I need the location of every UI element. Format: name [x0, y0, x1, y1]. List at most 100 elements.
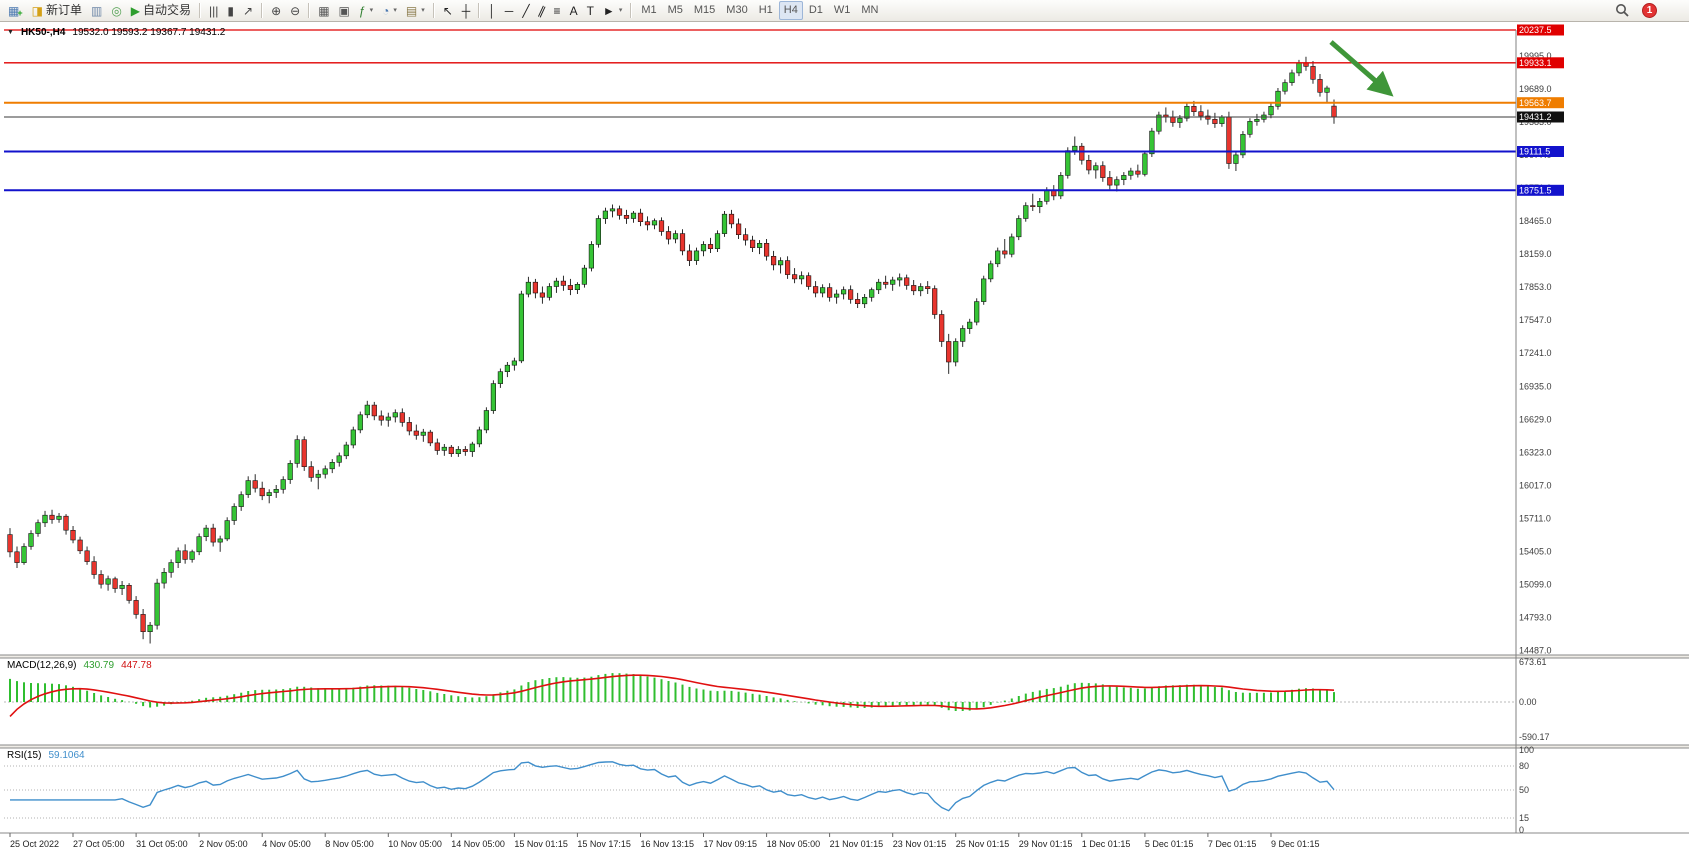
candle-body	[119, 584, 125, 589]
shapes-button[interactable]: ► ▾	[599, 1, 626, 20]
candlestick-chart-button[interactable]: ▮	[223, 2, 238, 20]
timeframe-h1-button[interactable]: H1	[754, 1, 778, 20]
horizontal-line-icon: ─	[504, 3, 514, 18]
candle-body	[819, 287, 826, 294]
candle-body	[672, 233, 679, 240]
panel-splitter[interactable]	[0, 745, 1689, 748]
candle-body	[1002, 250, 1008, 255]
templates-button[interactable]: ▤ ▾	[402, 1, 429, 20]
candle-body	[777, 260, 784, 266]
candle-body	[245, 480, 251, 495]
candle-body	[294, 439, 300, 464]
bar-chart-button[interactable]: |||	[205, 2, 222, 20]
candle-body	[364, 404, 370, 416]
line-chart-button[interactable]: ↗	[239, 2, 257, 20]
cursor-button[interactable]: ↖	[439, 2, 457, 20]
candle-body	[406, 422, 412, 432]
rsi-axis-label: 15	[1519, 813, 1529, 823]
candle-body	[1191, 106, 1197, 113]
toolbar-separator	[308, 3, 311, 18]
arrange-windows-button[interactable]: ▣	[335, 2, 354, 20]
rsi-value: 59.1064	[48, 750, 85, 761]
candle-body	[904, 277, 910, 286]
timeframe-m30-button[interactable]: M30	[721, 1, 752, 20]
zoom-in-button[interactable]: ⊕	[267, 2, 285, 20]
timeframe-m15-label: M15	[693, 4, 716, 16]
price-level-label	[1517, 97, 1564, 109]
candle-body	[161, 571, 167, 584]
crosshair-button[interactable]: ┼	[458, 2, 475, 20]
text-label-button[interactable]: T	[583, 2, 598, 20]
indicators-icon: ƒ	[358, 3, 366, 18]
horizontal-line-button[interactable]: ─	[501, 2, 518, 20]
rsi-axis-label: 80	[1519, 761, 1529, 771]
new-order-label: 新订单	[45, 3, 82, 17]
timeframe-w1-label: W1	[833, 4, 851, 16]
notification-badge[interactable]: 1	[1642, 3, 1657, 18]
new-chart-button[interactable]: ▦ +	[4, 0, 27, 23]
timeframe-mn-button[interactable]: MN	[856, 1, 883, 20]
candle-body	[1051, 190, 1057, 197]
auto-trading-button[interactable]: ▶ 自动交易	[127, 1, 195, 20]
price-level-label-text: 19111.5	[1519, 147, 1550, 157]
timeframe-m1-button[interactable]: M1	[636, 1, 661, 20]
fibonacci-button[interactable]: ≡	[550, 2, 565, 20]
time-axis-label: 5 Dec 01:15	[1145, 839, 1194, 849]
candle-body	[448, 446, 454, 455]
macd-signal-line	[9, 674, 1335, 717]
candle-body	[308, 466, 314, 478]
macd-value-signal: 447.78	[121, 660, 152, 671]
candle-body	[287, 463, 293, 480]
candle-body	[35, 522, 41, 534]
collapse-icon[interactable]: ▼	[7, 29, 14, 36]
search-icon[interactable]	[1615, 3, 1630, 18]
candle-body	[939, 314, 945, 342]
auto-trading-label: 自动交易	[143, 3, 192, 17]
price-level-label	[1517, 24, 1564, 36]
timeframe-h4-button[interactable]: H4	[778, 1, 803, 20]
price-axis-label: 17853.0	[1519, 282, 1552, 292]
panel-splitter[interactable]	[0, 655, 1689, 658]
candle-body	[133, 600, 139, 615]
candle-body	[266, 492, 272, 497]
timeframe-m5-button[interactable]: M5	[663, 1, 688, 20]
vertical-line-button[interactable]: │	[484, 2, 500, 20]
tile-windows-button[interactable]: ▦	[314, 2, 333, 20]
chart-list-button[interactable]: ▥	[87, 2, 106, 20]
candle-body	[749, 239, 756, 249]
timeframe-d1-button[interactable]: D1	[804, 1, 828, 20]
candle-body	[525, 281, 531, 295]
text-button[interactable]: A	[566, 2, 582, 20]
rsi-header: RSI(15) 59.1064	[7, 750, 85, 761]
candle-body	[455, 449, 461, 454]
candle-body	[1044, 190, 1050, 202]
candle-body	[714, 233, 721, 250]
channel-button[interactable]: ∥	[535, 2, 549, 20]
indicators-button[interactable]: ƒ ▾	[355, 1, 377, 20]
zoom-in-icon: ⊕	[271, 3, 282, 18]
trend-arrow-annotation[interactable]	[1329, 40, 1394, 97]
tile-windows-icon: ▦	[318, 3, 330, 18]
candle-body	[539, 292, 545, 298]
objects-button[interactable]: ◔ ▾	[378, 1, 401, 20]
candle-body	[462, 449, 468, 452]
candle-body	[1149, 130, 1155, 155]
candle-body	[1093, 165, 1099, 171]
refresh-button[interactable]: ◎	[107, 2, 125, 20]
trendline-button[interactable]: ╱	[518, 2, 533, 20]
candle-body	[847, 289, 854, 300]
candle-body	[413, 430, 419, 436]
candle-body	[322, 468, 328, 475]
timeframe-w1-button[interactable]: W1	[829, 1, 856, 20]
candle-body	[623, 215, 630, 219]
candle-body	[427, 431, 433, 444]
candle-body	[1317, 79, 1323, 93]
chart-canvas[interactable]: 19995.019689.019383.019077.018771.018465…	[0, 22, 1689, 858]
candle-body	[70, 529, 76, 541]
candle-body	[560, 280, 566, 286]
candle-body	[890, 279, 896, 285]
candle-body	[98, 574, 104, 585]
new-order-button[interactable]: ◨ 新订单	[28, 1, 86, 20]
zoom-out-button[interactable]: ⊖	[286, 2, 304, 20]
timeframe-m15-button[interactable]: M15	[689, 1, 720, 20]
